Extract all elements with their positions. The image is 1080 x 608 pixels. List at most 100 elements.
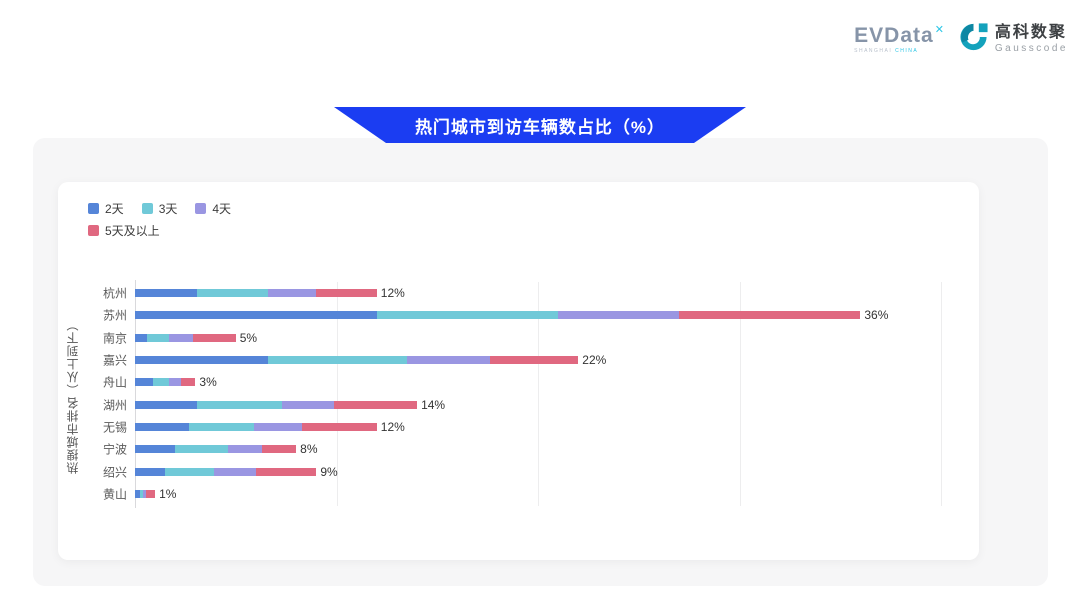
legend-item-2[interactable]: 4天 <box>195 200 231 217</box>
city-label: 舟山 <box>102 375 127 390</box>
bar-segment <box>135 467 166 476</box>
evdata-wordmark: EVData✕ <box>854 23 944 47</box>
legend-swatch-icon <box>88 203 99 214</box>
gausscode-logo: 高科数聚 Gausscode <box>958 20 1068 58</box>
bar-segment <box>135 356 268 365</box>
bar-segment <box>153 378 170 387</box>
page-title: 热门城市到访车辆数占比（%） <box>414 117 666 137</box>
city-label: 绍兴 <box>102 465 127 480</box>
bar-row: 舟山 3% <box>103 371 941 393</box>
bar-row: 宁波 8% <box>103 438 941 460</box>
bar-stack: 12% <box>135 419 405 434</box>
gausscode-text: 高科数聚 Gausscode <box>994 23 1068 54</box>
bar-segment <box>169 333 194 342</box>
bar-value-label: 36% <box>864 308 889 323</box>
gridline <box>336 282 338 506</box>
bar-segment <box>197 400 283 409</box>
bar-segment <box>175 445 228 454</box>
bar-row: 湖州 14% <box>103 393 941 415</box>
legend-swatch-icon <box>195 203 207 214</box>
bar-segment <box>143 489 147 498</box>
bar-segment <box>193 333 236 342</box>
bar-segment <box>135 445 176 454</box>
bar-segment <box>135 311 377 320</box>
bar-stack: 22% <box>135 353 607 368</box>
legend-label: 3天 <box>158 202 178 216</box>
gausscode-g-icon <box>958 20 989 58</box>
bar-segment <box>489 356 579 365</box>
bar-segment <box>282 400 335 409</box>
bar-segment <box>679 311 861 320</box>
legend-swatch-icon <box>88 225 99 236</box>
gausscode-name-cn: 高科数聚 <box>994 23 1067 41</box>
bar-value-label: 8% <box>300 442 318 457</box>
bar-segment <box>135 289 198 298</box>
legend-item-0[interactable]: 2天 <box>88 200 124 217</box>
bar-segment <box>558 311 680 320</box>
chart-legend: 2天 3天 4天 5天及以上 <box>88 200 303 239</box>
bar-segment <box>255 467 317 476</box>
bar-stack: 5% <box>135 332 257 344</box>
plot-area: 杭州 12% 苏州 36% 南京 5% 嘉兴 22% 舟山 3% 湖州 14% 无锡 12% 宁波 8% 绍兴 9… <box>103 280 942 508</box>
header-logos: EVData✕ SHANGHAI CHINA 高科数聚 Gausscode <box>854 20 1068 58</box>
bar-stack: 1% <box>135 486 177 501</box>
bar-segment <box>261 445 297 454</box>
legend-label: 5天及以上 <box>105 224 160 238</box>
bar-segment <box>197 289 268 298</box>
chart-card: 2天 3天 4天 5天及以上 热搜城市排名（从上到下） 杭州 12% 苏州 36% 南京 5% 嘉… <box>58 182 979 560</box>
bar-value-label: 12% <box>380 286 405 301</box>
legend-label: 2天 <box>105 202 124 216</box>
bar-segment <box>169 378 182 387</box>
bar-row: 无锡 12% <box>103 416 941 438</box>
legend-item-3[interactable]: 5天及以上 <box>88 222 160 239</box>
title-banner: 热门城市到访车辆数占比（%） <box>334 107 746 143</box>
bar-row: 黄山 1% <box>103 483 941 505</box>
bar-segment <box>253 422 303 431</box>
bar-value-label: 22% <box>582 353 607 368</box>
bar-value-label: 1% <box>159 486 177 501</box>
city-label: 苏州 <box>102 308 127 323</box>
bar-row: 苏州 36% <box>103 304 941 326</box>
bar-row: 绍兴 9% <box>103 460 941 482</box>
bar-value-label: 12% <box>380 419 405 434</box>
bar-stack: 36% <box>135 308 889 323</box>
city-label: 嘉兴 <box>102 353 127 368</box>
y-axis-line <box>135 280 136 508</box>
city-label: 黄山 <box>102 487 127 502</box>
legend-swatch-icon <box>141 203 153 214</box>
bar-stack: 3% <box>135 375 217 390</box>
bar-segment <box>334 400 418 409</box>
bar-segment <box>189 422 254 431</box>
bar-segment <box>135 333 148 342</box>
bar-segment <box>140 489 144 498</box>
bar-segment <box>267 356 408 365</box>
bar-segment <box>165 467 214 476</box>
bar-value-label: 14% <box>421 397 446 412</box>
gridline <box>739 282 741 506</box>
bar-stack: 8% <box>135 442 318 457</box>
bar-value-label: 3% <box>199 375 217 390</box>
bar-stack: 14% <box>135 397 446 412</box>
bar-segment <box>135 422 190 431</box>
bar-row: 杭州 12% <box>103 282 941 304</box>
bar-segment <box>267 289 317 298</box>
evdata-subtext: SHANGHAI CHINA <box>854 47 919 54</box>
bar-segment <box>227 445 262 454</box>
city-label: 南京 <box>102 331 127 346</box>
evdata-brand-text: EVData <box>854 23 934 47</box>
evdata-x-icon: ✕ <box>934 23 944 36</box>
city-label: 杭州 <box>102 286 127 301</box>
bar-row: 嘉兴 22% <box>103 349 941 371</box>
bar-value-label: 9% <box>320 464 338 479</box>
legend-item-1[interactable]: 3天 <box>141 200 178 217</box>
city-label: 宁波 <box>102 442 127 457</box>
bar-segment <box>376 311 559 320</box>
bar-segment <box>302 422 377 431</box>
y-axis-title: 热搜城市排名（从上到下） <box>66 318 80 474</box>
city-label: 湖州 <box>102 398 127 413</box>
bar-segment <box>135 400 198 409</box>
bar-segment <box>181 378 196 387</box>
content-panel: 2天 3天 4天 5天及以上 热搜城市排名（从上到下） 杭州 12% 苏州 36% 南京 5% 嘉… <box>33 138 1048 586</box>
bar-segment <box>407 356 490 365</box>
